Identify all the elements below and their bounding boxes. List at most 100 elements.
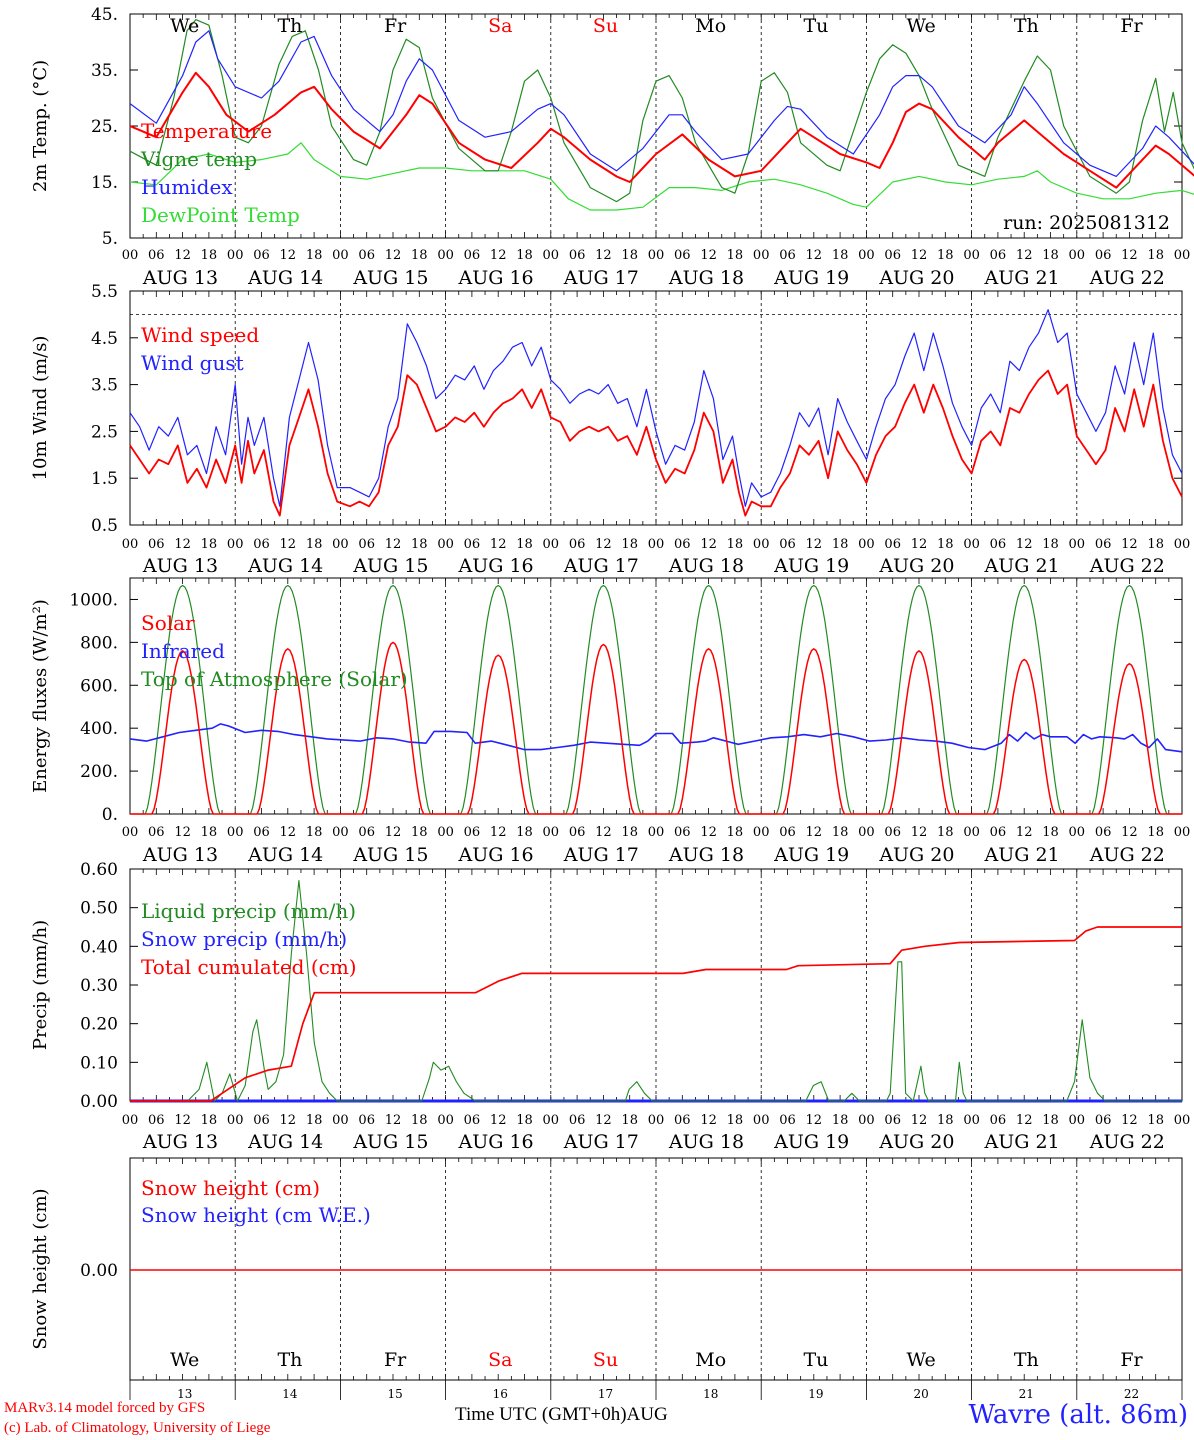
hour-tick-label: 12 xyxy=(280,825,297,840)
series-infrared xyxy=(129,723,1183,753)
hour-tick-label: 00 xyxy=(332,825,349,840)
hour-tick-label: 06 xyxy=(253,825,270,840)
y-tick-label: 15. xyxy=(91,173,118,193)
hour-tick-label: 06 xyxy=(1095,537,1112,552)
hour-tick-label: 06 xyxy=(358,1113,375,1128)
day-name: Mo xyxy=(695,1349,726,1371)
legend-total-cumulated-cm: Total cumulated (cm) xyxy=(141,955,357,979)
day-name: We xyxy=(170,15,199,37)
day-name: We xyxy=(906,15,935,37)
hour-tick-label: 06 xyxy=(569,1113,586,1128)
hour-tick-label: 12 xyxy=(174,825,191,840)
hour-tick-label: 18 xyxy=(937,825,954,840)
y-tick-label: 0.00 xyxy=(80,1261,118,1281)
hour-tick-label: 12 xyxy=(700,537,717,552)
hour-tick-label: 12 xyxy=(490,1113,507,1128)
series-wind-gust xyxy=(129,309,1183,507)
day-name: We xyxy=(170,1349,199,1371)
y-tick-label: 200. xyxy=(80,762,118,782)
hour-tick-label: 18 xyxy=(621,825,638,840)
hour-tick-label: 12 xyxy=(806,825,823,840)
hour-tick-label: 06 xyxy=(674,248,691,263)
hour-tick-label: 00 xyxy=(437,248,454,263)
hour-tick-label: 12 xyxy=(700,825,717,840)
panel-1: 5. 15. 25. 35. 45. 2m Temp. (°C) 00 06 12 18 00 06 1… xyxy=(30,5,1194,289)
hour-tick-label: 00 xyxy=(332,537,349,552)
y-axis-label: Snow height (cm) xyxy=(30,1188,51,1349)
hour-tick-label: 00 xyxy=(753,537,770,552)
y-tick-label: 600. xyxy=(80,676,118,696)
day-number: 17 xyxy=(598,1387,613,1401)
day-number: 15 xyxy=(387,1387,402,1401)
date-label: AUG 21 xyxy=(984,267,1060,289)
date-label: AUG 21 xyxy=(984,555,1060,577)
hour-tick-label: 12 xyxy=(700,248,717,263)
hour-tick-label: 06 xyxy=(148,248,165,263)
hour-tick-label: 00 xyxy=(753,825,770,840)
hour-tick-label: 18 xyxy=(201,1113,218,1128)
date-label: AUG 20 xyxy=(878,1131,954,1153)
hour-tick-label: 00 xyxy=(332,248,349,263)
hour-tick-label: 06 xyxy=(569,537,586,552)
hour-tick-label: 12 xyxy=(1016,248,1033,263)
panel-3: 0. 200. 400. 600. 800. 1000. Energy fluxes (W/… xyxy=(30,577,1190,866)
legend-wind-speed: Wind speed xyxy=(141,323,259,347)
day-number: 16 xyxy=(493,1387,508,1401)
hour-tick-label: 12 xyxy=(280,1113,297,1128)
hour-tick-label: 00 xyxy=(122,248,139,263)
legend-wind-gust: Wind gust xyxy=(141,351,244,375)
date-label: AUG 13 xyxy=(142,267,218,289)
hour-tick-label: 06 xyxy=(779,248,796,263)
date-label: AUG 17 xyxy=(563,1131,639,1153)
hour-tick-label: 00 xyxy=(437,1113,454,1128)
series-vigne-temp xyxy=(129,19,1194,203)
y-tick-label: 5. xyxy=(102,229,118,249)
hour-tick-label: 18 xyxy=(516,1113,533,1128)
series-dewpoint-temp xyxy=(129,142,1194,211)
hour-tick-label: 06 xyxy=(569,248,586,263)
hour-tick-label: 00 xyxy=(227,1113,244,1128)
day-name: Mo xyxy=(695,15,726,37)
y-tick-label: 0.60 xyxy=(80,860,118,880)
hour-tick-label: 12 xyxy=(385,825,402,840)
hour-tick-label: 00 xyxy=(963,825,980,840)
run-label: run: 2025081312 xyxy=(1003,212,1170,234)
date-label: AUG 17 xyxy=(563,267,639,289)
hour-tick-label: 18 xyxy=(727,248,744,263)
hour-tick-label: 12 xyxy=(490,537,507,552)
y-tick-label: 0.00 xyxy=(80,1092,118,1112)
lab-credit: (c) Lab. of Climatology, University of L… xyxy=(4,1420,271,1436)
day-number: 19 xyxy=(808,1387,823,1401)
hour-tick-label: 12 xyxy=(911,248,928,263)
hour-tick-label: 00 xyxy=(648,248,665,263)
hour-tick-label: 12 xyxy=(385,1113,402,1128)
y-tick-label: 1.5 xyxy=(91,469,118,489)
date-label: AUG 19 xyxy=(773,844,849,866)
date-label: AUG 18 xyxy=(668,555,744,577)
hour-tick-label: 18 xyxy=(832,537,849,552)
hour-tick-label: 18 xyxy=(832,1113,849,1128)
hour-tick-label: 06 xyxy=(884,248,901,263)
hour-tick-label: 12 xyxy=(174,248,191,263)
date-label: AUG 16 xyxy=(458,844,534,866)
hour-tick-label: 12 xyxy=(1121,1113,1138,1128)
hour-tick-label: 00 xyxy=(753,248,770,263)
date-label: AUG 15 xyxy=(352,1131,428,1153)
date-label: AUG 15 xyxy=(352,267,428,289)
panel-5: 0.00 Snow height (cm) We 13 Th 14 Fr 15 Sa 16 Su 17… xyxy=(30,1157,1183,1401)
hour-tick-label: 12 xyxy=(280,537,297,552)
hour-tick-label: 12 xyxy=(595,825,612,840)
series-liquid-precip xyxy=(130,880,1182,1102)
hour-tick-label: 12 xyxy=(490,248,507,263)
hour-tick-label: 18 xyxy=(621,248,638,263)
hour-tick-label: 18 xyxy=(832,248,849,263)
hour-tick-label: 06 xyxy=(464,825,481,840)
day-name: Th xyxy=(277,15,302,37)
hour-tick-label: 18 xyxy=(621,1113,638,1128)
hour-tick-label: 18 xyxy=(727,537,744,552)
y-tick-label: 0.30 xyxy=(80,976,118,996)
hour-tick-label: 00 xyxy=(227,248,244,263)
date-label: AUG 14 xyxy=(247,555,323,577)
legend-solar: Solar xyxy=(141,611,195,635)
